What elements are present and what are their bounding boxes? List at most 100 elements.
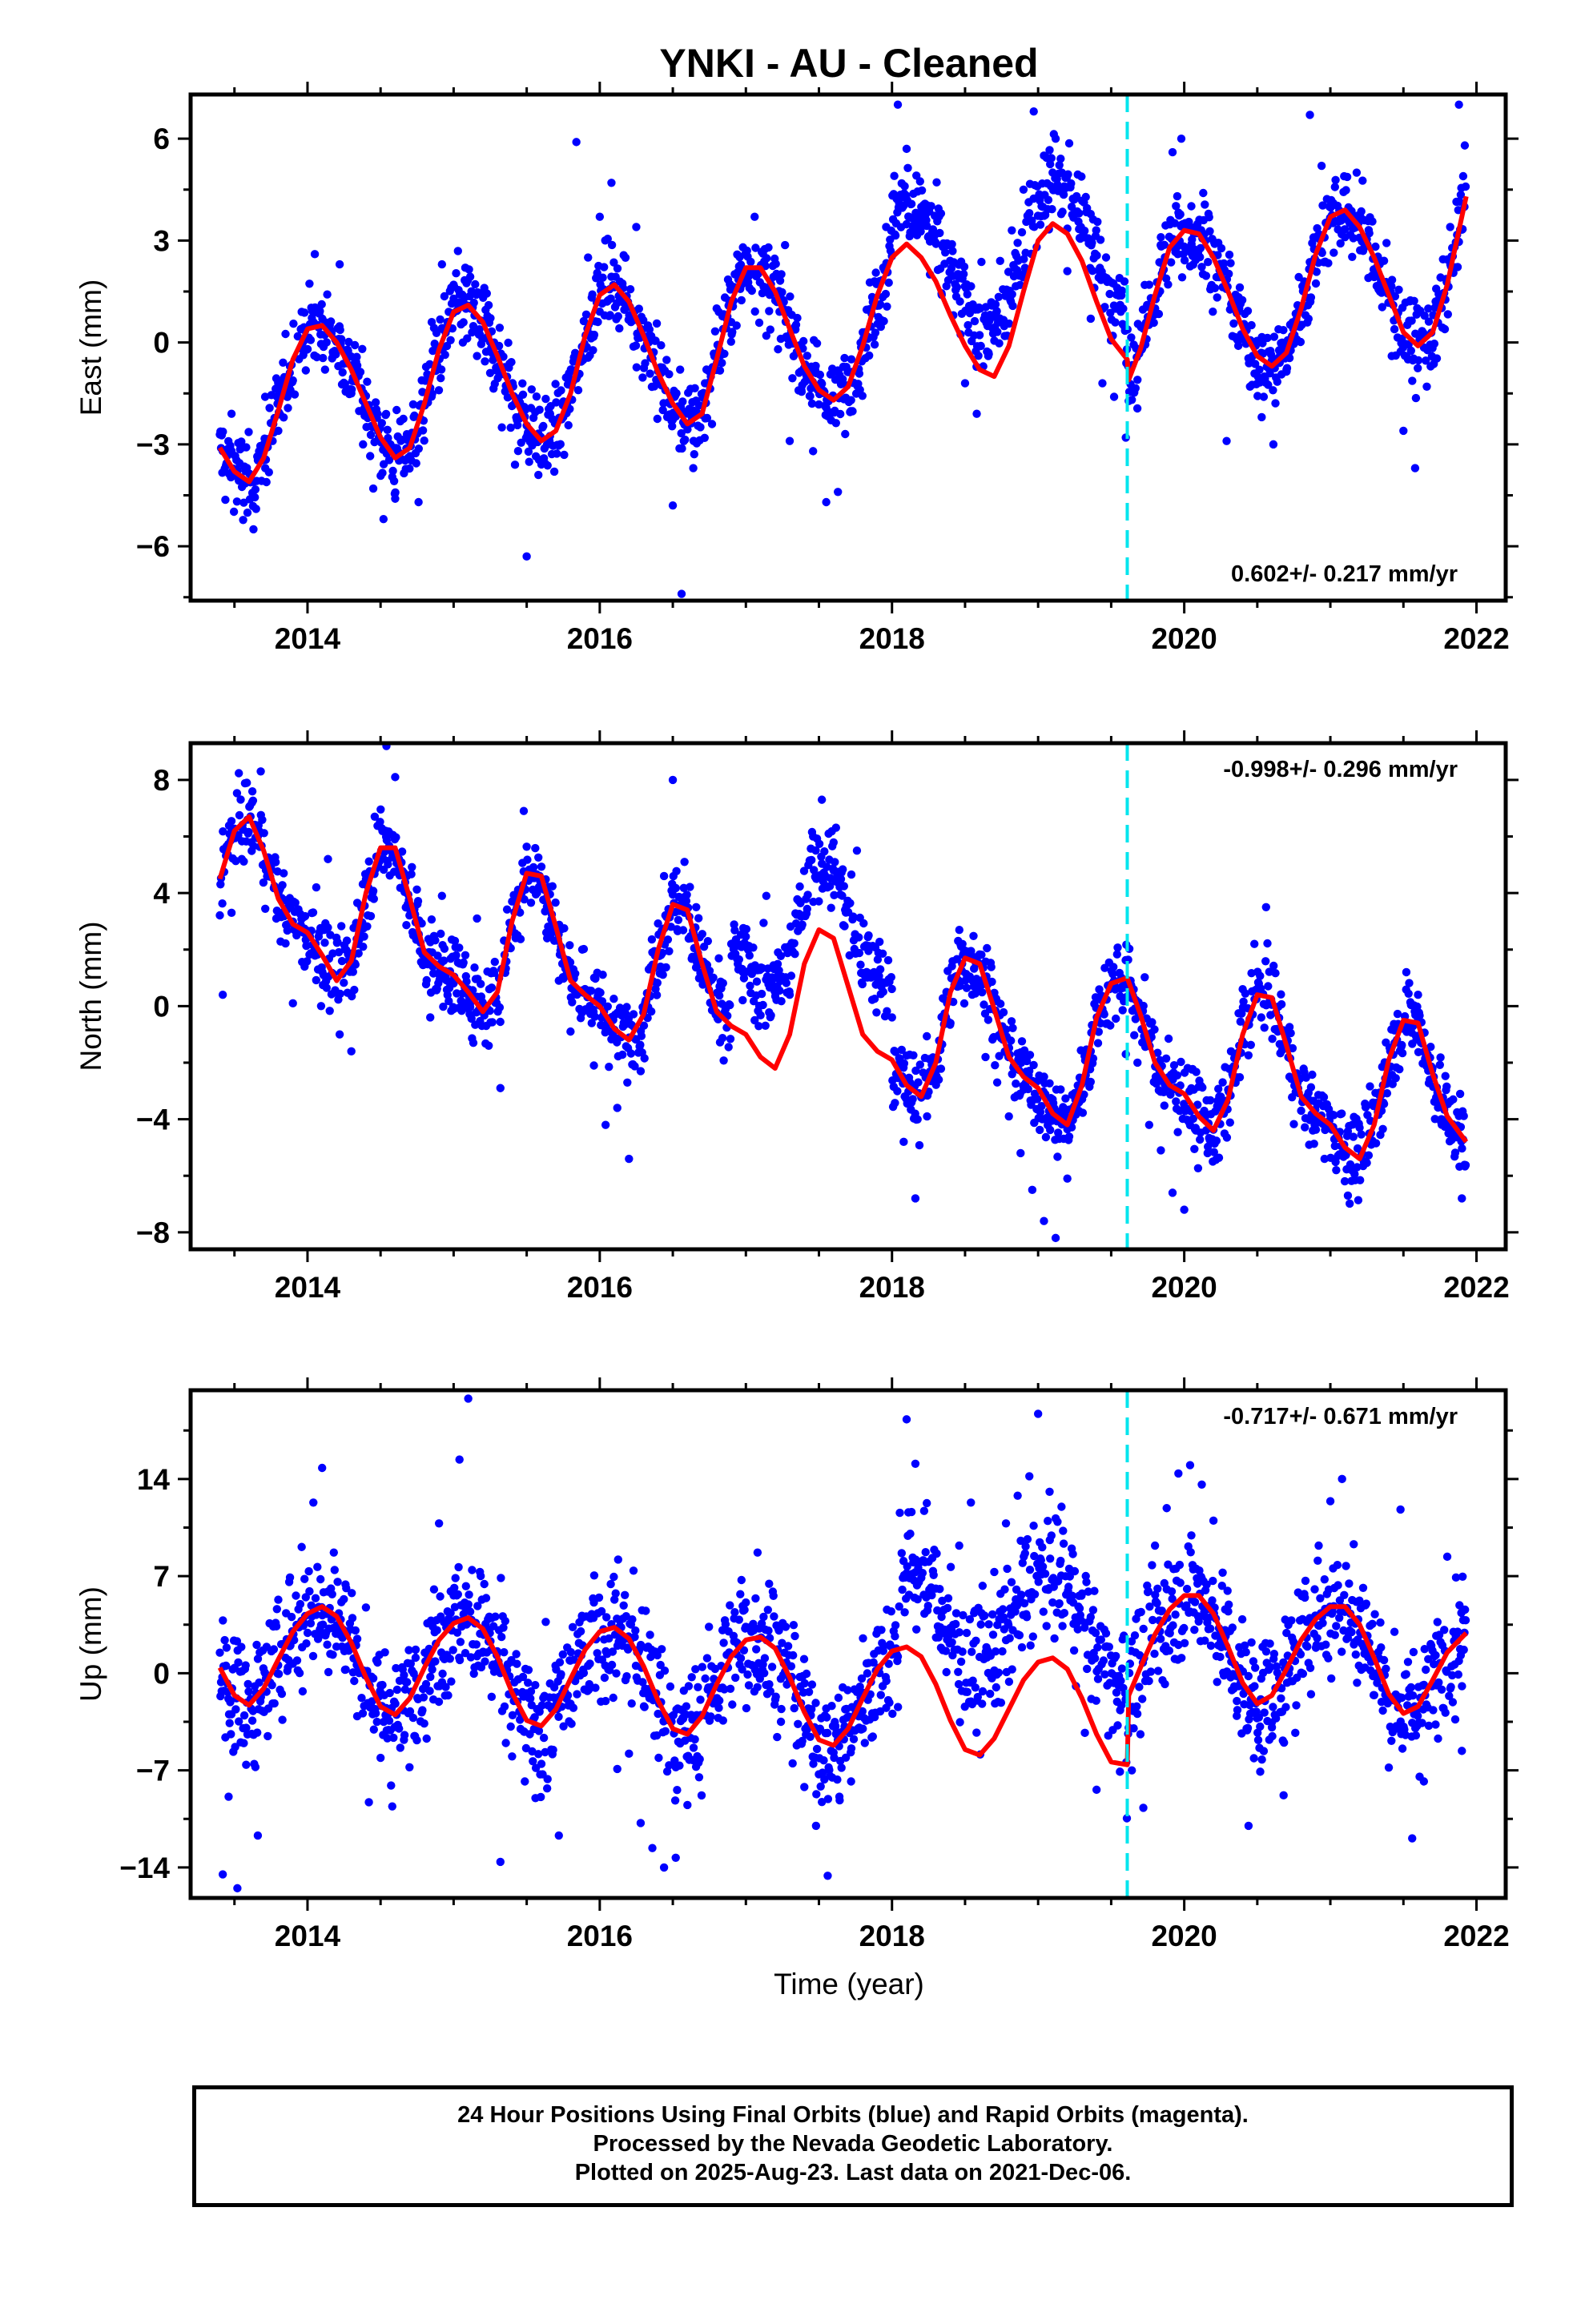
data-point (879, 987, 888, 996)
data-point (807, 855, 816, 865)
data-point (1390, 324, 1399, 334)
data-point (694, 1683, 702, 1691)
data-point (797, 385, 806, 395)
data-point (567, 1719, 576, 1728)
data-point (219, 827, 227, 836)
data-point (1309, 1140, 1318, 1148)
data-point (728, 328, 737, 336)
data-point (598, 971, 607, 979)
data-point (625, 1154, 634, 1164)
data-point (403, 1678, 412, 1687)
data-point (1398, 1040, 1406, 1050)
data-point (682, 891, 691, 899)
data-point (752, 977, 762, 986)
data-point (392, 833, 400, 842)
data-point (847, 355, 856, 364)
y-tick-label: −3 (136, 428, 170, 461)
data-point (736, 1590, 745, 1598)
data-point (726, 1035, 735, 1043)
data-point (449, 1004, 458, 1014)
data-point (572, 138, 581, 147)
data-point (1205, 213, 1213, 222)
data-point (730, 1608, 739, 1617)
data-point (593, 317, 602, 327)
data-point (788, 374, 797, 383)
data-point (992, 307, 1001, 316)
data-point (301, 366, 310, 375)
data-point (471, 279, 480, 289)
data-point (1064, 170, 1072, 179)
data-point (692, 903, 701, 911)
data-point (1319, 1092, 1329, 1102)
data-point (461, 1582, 470, 1590)
data-point (793, 313, 802, 323)
data-point (347, 1047, 356, 1056)
data-point (425, 360, 434, 368)
data-point (455, 1655, 465, 1665)
data-point (786, 292, 794, 301)
data-point (496, 1017, 505, 1027)
data-point (1113, 943, 1122, 952)
data-point (1238, 984, 1247, 994)
data-point (653, 414, 662, 424)
data-point (227, 908, 236, 918)
data-point (1459, 1112, 1468, 1120)
data-point (438, 1669, 447, 1679)
data-point (414, 444, 423, 453)
data-point (807, 399, 817, 408)
data-point (689, 1743, 698, 1752)
data-point (898, 1585, 907, 1594)
data-point (272, 1605, 281, 1614)
data-point (486, 314, 495, 323)
data-point (284, 404, 292, 412)
data-point (743, 1670, 752, 1679)
data-point (1053, 1152, 1062, 1161)
data-point (576, 1626, 585, 1636)
data-point (701, 379, 710, 388)
data-point (841, 906, 850, 915)
data-point (754, 318, 764, 328)
data-point (1317, 161, 1326, 171)
data-point (249, 525, 258, 534)
data-point (1348, 252, 1357, 261)
data-point (1019, 185, 1028, 194)
plot-area (215, 1390, 1470, 1898)
data-point (381, 409, 391, 419)
data-point (526, 899, 536, 907)
data-point (815, 839, 824, 849)
data-point (1177, 134, 1186, 143)
data-point (481, 1657, 489, 1666)
data-point (1092, 251, 1101, 260)
data-point (440, 944, 449, 953)
data-point (566, 1647, 575, 1657)
data-point (706, 1712, 715, 1721)
data-point (607, 240, 617, 250)
data-point (859, 919, 868, 928)
data-point (883, 955, 893, 965)
data-point (921, 1548, 930, 1557)
data-point (767, 1663, 777, 1671)
data-point (295, 1669, 304, 1678)
data-point (589, 346, 597, 355)
data-point (1197, 263, 1206, 271)
data-point (1160, 240, 1169, 249)
data-point (302, 941, 311, 951)
data-point (456, 1638, 465, 1647)
data-point (552, 398, 561, 407)
data-point (219, 427, 227, 436)
data-point (848, 407, 857, 416)
data-point (907, 199, 916, 208)
data-point (236, 795, 245, 804)
data-point (1261, 903, 1270, 911)
data-point (1081, 192, 1090, 202)
data-point (411, 1653, 420, 1663)
data-point (774, 344, 782, 354)
data-point (738, 967, 747, 977)
data-point (481, 1594, 491, 1602)
data-point (1180, 255, 1189, 265)
data-point (1430, 340, 1439, 348)
x-tick-label: 2020 (1151, 622, 1217, 655)
data-point (1235, 1073, 1245, 1082)
data-point (337, 956, 347, 966)
data-point (239, 498, 248, 507)
